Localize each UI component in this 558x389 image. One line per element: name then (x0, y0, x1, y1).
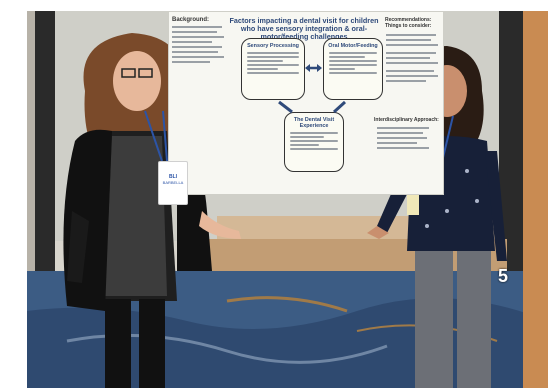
dental-box-title: The Dental Visit Experience (293, 117, 335, 129)
poster-arrows (172, 26, 438, 149)
oral-motor-box: Oral Motor/Feeding (323, 38, 383, 100)
poster: Background: Factors impacting a dental v… (168, 11, 444, 195)
poster-title: Factors impacting a dental visit for chi… (229, 16, 379, 41)
name-badge: BLI BARBELLA (158, 161, 188, 205)
person-left (63, 33, 241, 388)
badge-line-1: BLI (168, 174, 178, 180)
sensory-processing-box: Sensory Processing (241, 38, 305, 100)
poster-background-heading: Background: (172, 17, 210, 23)
sensory-box-title: Sensory Processing (247, 43, 299, 49)
caption-number: 5 (498, 266, 509, 286)
poster-interdisciplinary-heading: Interdisciplinary Approach: (374, 117, 439, 123)
dental-visit-box: The Dental Visit Experience (284, 112, 344, 172)
photo: Background: Factors impacting a dental v… (27, 11, 548, 388)
badge-line-2: BARBELLA (162, 180, 184, 185)
left-stand (35, 11, 55, 341)
poster-recommendations-heading: Recommendations: Things to consider: (385, 17, 432, 29)
oral-box-title: Oral Motor/Feeding (328, 43, 378, 49)
